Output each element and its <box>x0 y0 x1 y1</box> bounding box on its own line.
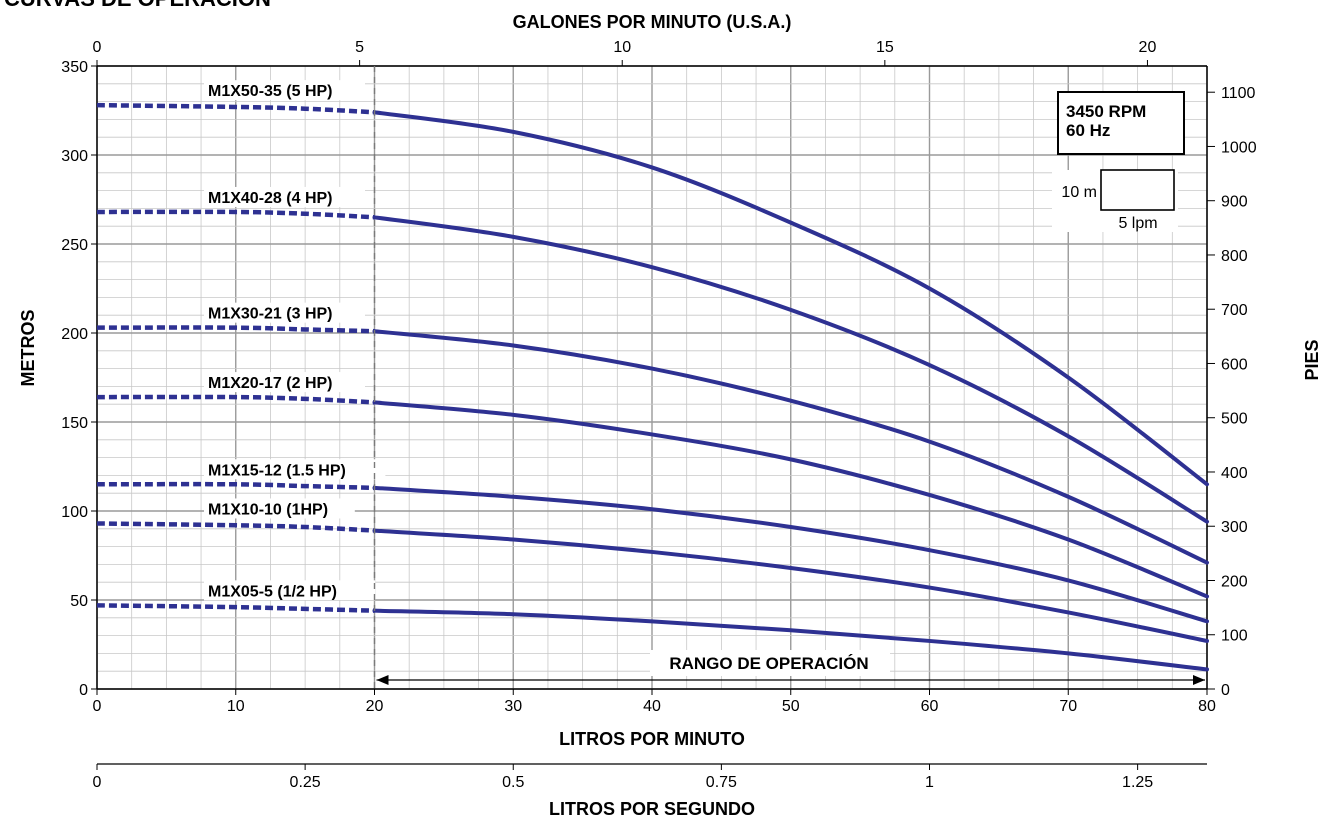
x-tick-label: 0 <box>93 698 102 715</box>
series-curve <box>372 329 1209 565</box>
feet-tick-label: 1100 <box>1221 85 1256 102</box>
series-label: M1X15-12 (1.5 HP) <box>208 462 346 479</box>
series-curve <box>372 400 1209 599</box>
series-curve <box>372 485 1209 624</box>
gpm-tick-label: 0 <box>93 39 102 56</box>
series-curve <box>372 110 1209 487</box>
series-curve-dashed <box>96 481 375 491</box>
operating-range-label: RANGO DE OPERACIÓN <box>669 654 868 673</box>
feet-tick-label: 200 <box>1221 573 1248 590</box>
series-label-background <box>204 580 376 601</box>
series-label: M1X30-21 (3 HP) <box>208 306 333 323</box>
x-tick-label: 10 <box>227 698 245 715</box>
scale-box-horizontal-label: 5 lpm <box>1118 215 1157 232</box>
y-tick-label: 50 <box>70 593 88 610</box>
series-curve <box>372 215 1209 524</box>
series-curve-dashed <box>96 325 375 334</box>
y-tick-label: 200 <box>61 326 88 343</box>
gpm-tick-label: 20 <box>1139 39 1157 56</box>
feet-tick-label: 100 <box>1221 628 1248 645</box>
feet-tick-label: 600 <box>1221 356 1248 373</box>
annotations <box>373 66 1205 689</box>
series-label: M1X20-17 (2 HP) <box>208 375 333 392</box>
lps-tick-label: 1.25 <box>1122 774 1153 791</box>
series-layer: M1X50-35 (5 HP) M1X40-28 (4 HP) M1X30-21 (… <box>96 80 1209 672</box>
y-tick-label: 150 <box>61 415 88 432</box>
lps-tick-label: 0 <box>93 774 102 791</box>
lps-axis-label: LITROS POR SEGUNDO <box>549 799 755 819</box>
x-tick-label: 80 <box>1198 698 1216 715</box>
lps-tick-label: 1 <box>925 774 934 791</box>
y-tick-label: 300 <box>61 148 88 165</box>
lps-tick-label: 0.25 <box>290 774 321 791</box>
feet-tick-label: 400 <box>1221 465 1248 482</box>
scale-box-vertical-label: 10 m <box>1061 184 1097 201</box>
scale-box <box>1100 169 1175 211</box>
series-label: M1X40-28 (4 HP) <box>208 190 333 207</box>
left-axis-label: METROS <box>18 309 38 386</box>
series-curve <box>372 528 1209 643</box>
feet-tick-label: 1000 <box>1221 139 1257 156</box>
y-tick-label: 250 <box>61 237 88 254</box>
lps-tick-label: 0.5 <box>502 774 524 791</box>
series-curve-dashed <box>96 394 375 405</box>
x-tick-label: 30 <box>504 698 522 715</box>
info-box-hz: 60 Hz <box>1066 121 1110 140</box>
series-label-background <box>204 80 365 101</box>
series-label: M1X10-10 (1HP) <box>208 501 328 518</box>
series-curve <box>372 608 1209 672</box>
series-label-background <box>204 186 365 207</box>
right-axis-label: PIES <box>1302 339 1322 380</box>
y-tick-label: 350 <box>61 59 88 76</box>
series-label: M1X05-5 (1/2 HP) <box>208 583 337 600</box>
feet-tick-label: 0 <box>1221 682 1230 699</box>
series-label-background <box>204 372 365 393</box>
arrow-head-right <box>1193 675 1205 685</box>
bottom-axis-label: LITROS POR MINUTO <box>559 729 745 749</box>
series-label-background <box>204 302 365 323</box>
feet-tick-label: 300 <box>1221 519 1248 536</box>
lps-tick-label: 0.75 <box>706 774 737 791</box>
info-box <box>1057 91 1185 155</box>
x-tick-label: 60 <box>921 698 939 715</box>
range-label-background <box>650 650 890 676</box>
x-tick-label: 50 <box>782 698 800 715</box>
feet-tick-label: 800 <box>1221 248 1248 265</box>
feet-tick-label: 700 <box>1221 302 1248 319</box>
series-label-background <box>204 459 386 480</box>
series-curve-dashed <box>96 209 375 220</box>
grid <box>96 65 1208 690</box>
y-tick-label: 100 <box>61 504 88 521</box>
x-tick-label: 20 <box>366 698 384 715</box>
top-axis-label: GALONES POR MINUTO (U.S.A.) <box>513 12 792 32</box>
x-tick-label: 70 <box>1059 698 1077 715</box>
series-label: M1X50-35 (5 HP) <box>208 83 333 100</box>
arrow-head-left <box>376 675 389 685</box>
gpm-tick-label: 15 <box>876 39 894 56</box>
series-curve-dashed <box>96 102 375 115</box>
x-tick-label: 40 <box>643 698 661 715</box>
feet-tick-label: 900 <box>1221 194 1248 211</box>
gpm-tick-label: 10 <box>613 39 631 56</box>
series-curve-dashed <box>96 603 375 613</box>
series-curve-dashed <box>96 521 375 533</box>
chart-title: CURVAS DE OPERACIÓN <box>4 0 271 11</box>
feet-tick-label: 500 <box>1221 411 1248 428</box>
series-label-background <box>204 498 355 519</box>
gpm-tick-label: 5 <box>355 39 364 56</box>
info-box-rpm: 3450 RPM <box>1066 102 1146 121</box>
y-tick-label: 0 <box>79 682 88 699</box>
